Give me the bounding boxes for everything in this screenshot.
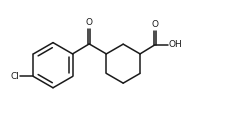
Text: Cl: Cl	[10, 72, 19, 81]
Text: O: O	[85, 18, 92, 27]
Text: O: O	[151, 20, 158, 29]
Text: OH: OH	[168, 40, 182, 49]
